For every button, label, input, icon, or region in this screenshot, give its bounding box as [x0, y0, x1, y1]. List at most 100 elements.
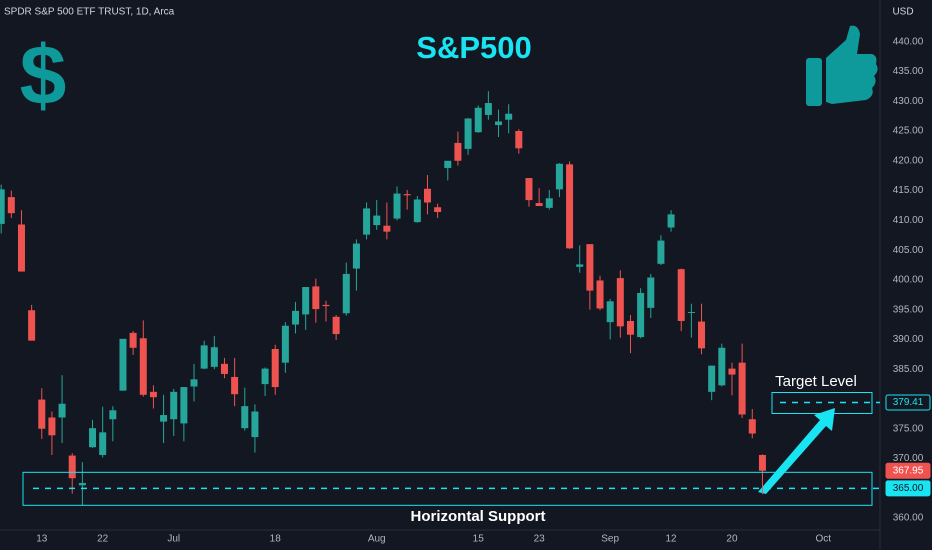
candle-body — [261, 368, 269, 385]
candle-body — [484, 103, 492, 115]
y-tick-label: 400.00 — [893, 275, 924, 286]
candle-body — [220, 363, 228, 374]
y-tick-label: 430.00 — [893, 96, 924, 107]
thumb-cuff — [806, 58, 822, 106]
candle-body — [403, 194, 411, 196]
candle-body — [576, 264, 584, 267]
candle-body — [637, 292, 645, 338]
candle-body — [58, 403, 66, 418]
support-price-label-box — [885, 480, 931, 497]
x-tick-label: 13 — [36, 534, 48, 545]
y-tick-label: 370.00 — [893, 453, 924, 464]
candle-body — [200, 345, 208, 369]
symbol-header: SPDR S&P 500 ETF TRUST, 1D, Arca — [4, 7, 175, 18]
candle-body — [454, 142, 462, 161]
candle-body — [332, 316, 340, 335]
candle-body — [129, 332, 137, 348]
candle-body — [312, 286, 320, 310]
candle-body — [515, 131, 523, 149]
candle-body — [596, 280, 604, 309]
candle-body — [464, 118, 472, 149]
y-tick-label: 420.00 — [893, 155, 924, 166]
candle-body — [647, 277, 655, 308]
candle-body — [363, 208, 371, 235]
y-tick-label: 440.00 — [893, 36, 924, 47]
support-price-label: 365.00 — [893, 483, 924, 494]
chart-title: S&P500 — [416, 30, 531, 65]
y-tick-label: 435.00 — [893, 66, 924, 77]
support-label: Horizontal Support — [411, 508, 546, 525]
x-tick-label: 18 — [270, 534, 282, 545]
candle-body — [525, 178, 533, 201]
thumbs-up-icon — [806, 25, 878, 106]
candle-body — [352, 243, 360, 269]
y-tick-label: 390.00 — [893, 334, 924, 345]
candle-body — [718, 347, 726, 386]
candle-body — [474, 107, 482, 133]
last-price-label-box — [885, 462, 931, 479]
candle-body — [505, 113, 513, 120]
candle-body — [271, 348, 279, 388]
x-tick-label: Sep — [601, 534, 619, 545]
candle-body — [170, 391, 178, 420]
candle-body — [413, 199, 421, 223]
target-label: Target Level — [775, 373, 857, 390]
candle-body — [99, 432, 107, 455]
candle-body — [495, 121, 503, 126]
candle-body — [677, 269, 685, 321]
candle-body — [566, 164, 574, 249]
candle-body — [241, 406, 249, 429]
candle-body — [28, 310, 36, 341]
y-tick-label: 425.00 — [893, 126, 924, 137]
candle-body — [302, 287, 310, 315]
candle-body — [444, 160, 452, 168]
y-tick-label: 375.00 — [893, 423, 924, 434]
candle-body — [210, 347, 218, 367]
x-tick-label: 20 — [726, 534, 738, 545]
target-price-label: 379.41 — [893, 397, 924, 408]
candle-body — [698, 321, 706, 349]
currency-label: USD — [892, 7, 913, 18]
candle-body — [748, 419, 756, 434]
candle-body — [38, 399, 46, 429]
y-tick-label: 415.00 — [893, 185, 924, 196]
dollar-icon: $ — [20, 28, 67, 122]
candle-body — [728, 368, 736, 375]
candle-body — [139, 338, 147, 395]
x-tick-label: 12 — [666, 534, 678, 545]
candle-body — [0, 189, 5, 224]
candle-body — [626, 320, 634, 335]
y-tick-label: 385.00 — [893, 364, 924, 375]
candle-body — [48, 417, 56, 436]
x-tick-label: Aug — [368, 534, 386, 545]
x-tick-label: Jul — [167, 534, 180, 545]
candle-body — [687, 312, 695, 314]
candle-body — [373, 215, 381, 226]
candle-body — [606, 301, 614, 323]
candle-body — [434, 207, 442, 212]
candle-body — [423, 188, 431, 203]
y-tick-label: 405.00 — [893, 245, 924, 256]
x-tick-label: 23 — [534, 534, 546, 545]
candle-body — [657, 240, 665, 264]
candle-body — [180, 387, 188, 424]
candle-body — [292, 310, 300, 325]
candle-body — [119, 338, 127, 391]
support-box — [22, 471, 873, 506]
candle-body — [149, 391, 157, 398]
last-price-label: 367.95 — [893, 465, 924, 476]
candle-body — [545, 198, 553, 208]
candle-body — [68, 455, 76, 479]
candle-body — [160, 415, 168, 422]
candle-body — [342, 273, 350, 314]
candle-body — [190, 379, 198, 387]
candle-body — [555, 163, 563, 190]
candle-body — [616, 278, 624, 327]
candle-body — [109, 410, 117, 420]
candle-body — [7, 197, 15, 214]
candle-body — [393, 193, 401, 219]
target-price-label-box — [885, 394, 931, 411]
candle-body — [667, 214, 675, 228]
candle-body — [231, 376, 239, 395]
